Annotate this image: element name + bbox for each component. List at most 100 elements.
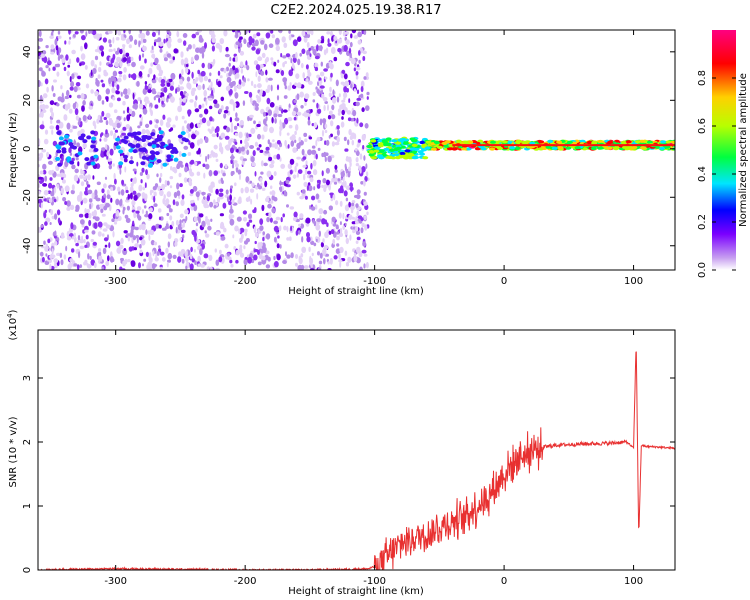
spectrogram-speck bbox=[45, 253, 48, 257]
spectrogram-speck bbox=[288, 236, 292, 241]
spectrogram-speck bbox=[172, 124, 176, 128]
spectrogram-speck bbox=[210, 33, 216, 39]
spectrogram-speck bbox=[106, 189, 110, 196]
spectrogram-speck bbox=[160, 162, 164, 170]
spectrogram-signal bbox=[377, 142, 384, 146]
spectrogram-speck bbox=[70, 204, 75, 210]
spectrogram-speck bbox=[225, 46, 229, 52]
spectrogram-speck bbox=[125, 124, 130, 129]
spectrogram-speck bbox=[44, 175, 48, 182]
spectrogram-speck bbox=[337, 178, 341, 182]
spectrogram-speck bbox=[48, 67, 51, 72]
spectrogram-speck bbox=[273, 236, 277, 243]
spectrogram-speck bbox=[198, 216, 201, 224]
spectrogram-speck bbox=[303, 132, 308, 137]
spectrogram-speck bbox=[254, 171, 257, 177]
spectrogram-blob bbox=[148, 162, 154, 167]
spectrogram-blob bbox=[118, 161, 124, 166]
spectrogram-speck bbox=[59, 172, 65, 178]
spectrogram-speck bbox=[222, 172, 226, 177]
spectrogram-speck bbox=[103, 71, 109, 77]
spectrogram-speck bbox=[207, 154, 210, 160]
spectrogram-speck bbox=[42, 93, 48, 99]
figure-title: C2E2.2024.025.19.38.R17 bbox=[270, 3, 441, 18]
spectrogram-speck bbox=[207, 62, 211, 70]
spectrogram-speck bbox=[138, 224, 143, 231]
spectrogram-speck bbox=[146, 173, 150, 180]
spectrogram-speck bbox=[275, 216, 281, 221]
spectrogram-signal bbox=[574, 146, 581, 150]
spectrogram-blob bbox=[141, 155, 147, 160]
spectrogram-signal bbox=[451, 147, 458, 151]
spectrogram-speck bbox=[333, 177, 338, 184]
spectrogram-speck bbox=[98, 255, 101, 263]
spectrogram-speck bbox=[353, 253, 357, 257]
spectrogram-speck bbox=[366, 91, 370, 96]
spectrogram-speck bbox=[235, 166, 239, 173]
spectrogram-signal bbox=[514, 140, 521, 144]
spectrogram-speck bbox=[191, 33, 197, 39]
spectrogram-speck bbox=[142, 108, 148, 115]
spectrogram-blob bbox=[138, 147, 144, 152]
spectrogram-blob bbox=[142, 148, 148, 153]
spectrogram-speck bbox=[115, 198, 120, 206]
spectrogram-speck bbox=[296, 156, 301, 160]
spectrogram-speck bbox=[123, 158, 128, 163]
spectrogram-speck bbox=[142, 263, 144, 267]
spectrogram-speck bbox=[318, 80, 323, 84]
spectrogram-speck bbox=[180, 229, 186, 233]
spectrogram-speck bbox=[83, 176, 87, 181]
spectrogram-speck bbox=[132, 190, 137, 195]
spectrogram-speck bbox=[263, 118, 267, 125]
spectrogram-blob bbox=[86, 135, 92, 140]
spectrogram-speck bbox=[94, 64, 97, 69]
spectrogram-speck bbox=[290, 252, 294, 259]
spectrogram-speck bbox=[342, 175, 345, 182]
spectrogram-speck bbox=[259, 149, 264, 153]
spectrogram-speck bbox=[228, 72, 232, 77]
spectrogram-speck bbox=[229, 194, 233, 202]
spectrogram-speck bbox=[96, 181, 101, 186]
spectrogram-blob bbox=[118, 149, 124, 154]
spectrogram-speck bbox=[289, 82, 292, 87]
spectrogram-speck bbox=[116, 84, 120, 91]
spectrogram-speck bbox=[362, 56, 366, 61]
spectrogram-speck bbox=[184, 166, 188, 173]
spectrogram-speck bbox=[106, 151, 110, 157]
spectrogram-speck bbox=[308, 246, 311, 252]
spectrogram-speck bbox=[285, 53, 291, 58]
spectrogram-speck bbox=[297, 264, 303, 270]
spectrogram-speck bbox=[211, 45, 215, 52]
spectrogram-speck bbox=[161, 257, 166, 262]
spectrogram-speck bbox=[142, 186, 145, 191]
spectrogram-speck bbox=[153, 203, 158, 208]
spectrogram-speck bbox=[159, 119, 164, 126]
spectrogram-speck bbox=[108, 63, 114, 68]
spectrogram-speck bbox=[108, 242, 111, 249]
spectrogram-speck bbox=[128, 30, 131, 35]
spectrogram-signal bbox=[374, 146, 380, 150]
spectrogram-speck bbox=[97, 114, 102, 120]
spectrogram-speck bbox=[88, 114, 91, 120]
spectrogram-speck bbox=[51, 248, 54, 255]
spectrogram-speck bbox=[296, 111, 302, 116]
spectrogram-speck bbox=[209, 72, 212, 77]
spectrogram-speck bbox=[101, 83, 106, 88]
spectrogram-speck bbox=[315, 193, 320, 200]
spectrogram-speck bbox=[150, 229, 155, 235]
spectrogram-speck bbox=[194, 100, 197, 108]
spectrogram-speck bbox=[192, 185, 198, 192]
spectrogram-speck bbox=[210, 81, 213, 88]
spectrogram-speck bbox=[59, 252, 63, 258]
spectrogram-speck bbox=[192, 43, 196, 49]
spectrogram-speck bbox=[242, 210, 247, 215]
spectrogram-speck bbox=[81, 235, 84, 242]
spectrogram-speck bbox=[85, 31, 88, 37]
spectrogram-speck bbox=[119, 74, 123, 78]
spectrogram-speck bbox=[100, 115, 103, 123]
spectrogram-speck bbox=[225, 189, 229, 195]
spectrogram-signal bbox=[640, 146, 647, 150]
spectrogram-speck bbox=[241, 81, 246, 87]
spectrogram-speck bbox=[293, 211, 298, 218]
spectrogram-speck bbox=[209, 30, 213, 35]
